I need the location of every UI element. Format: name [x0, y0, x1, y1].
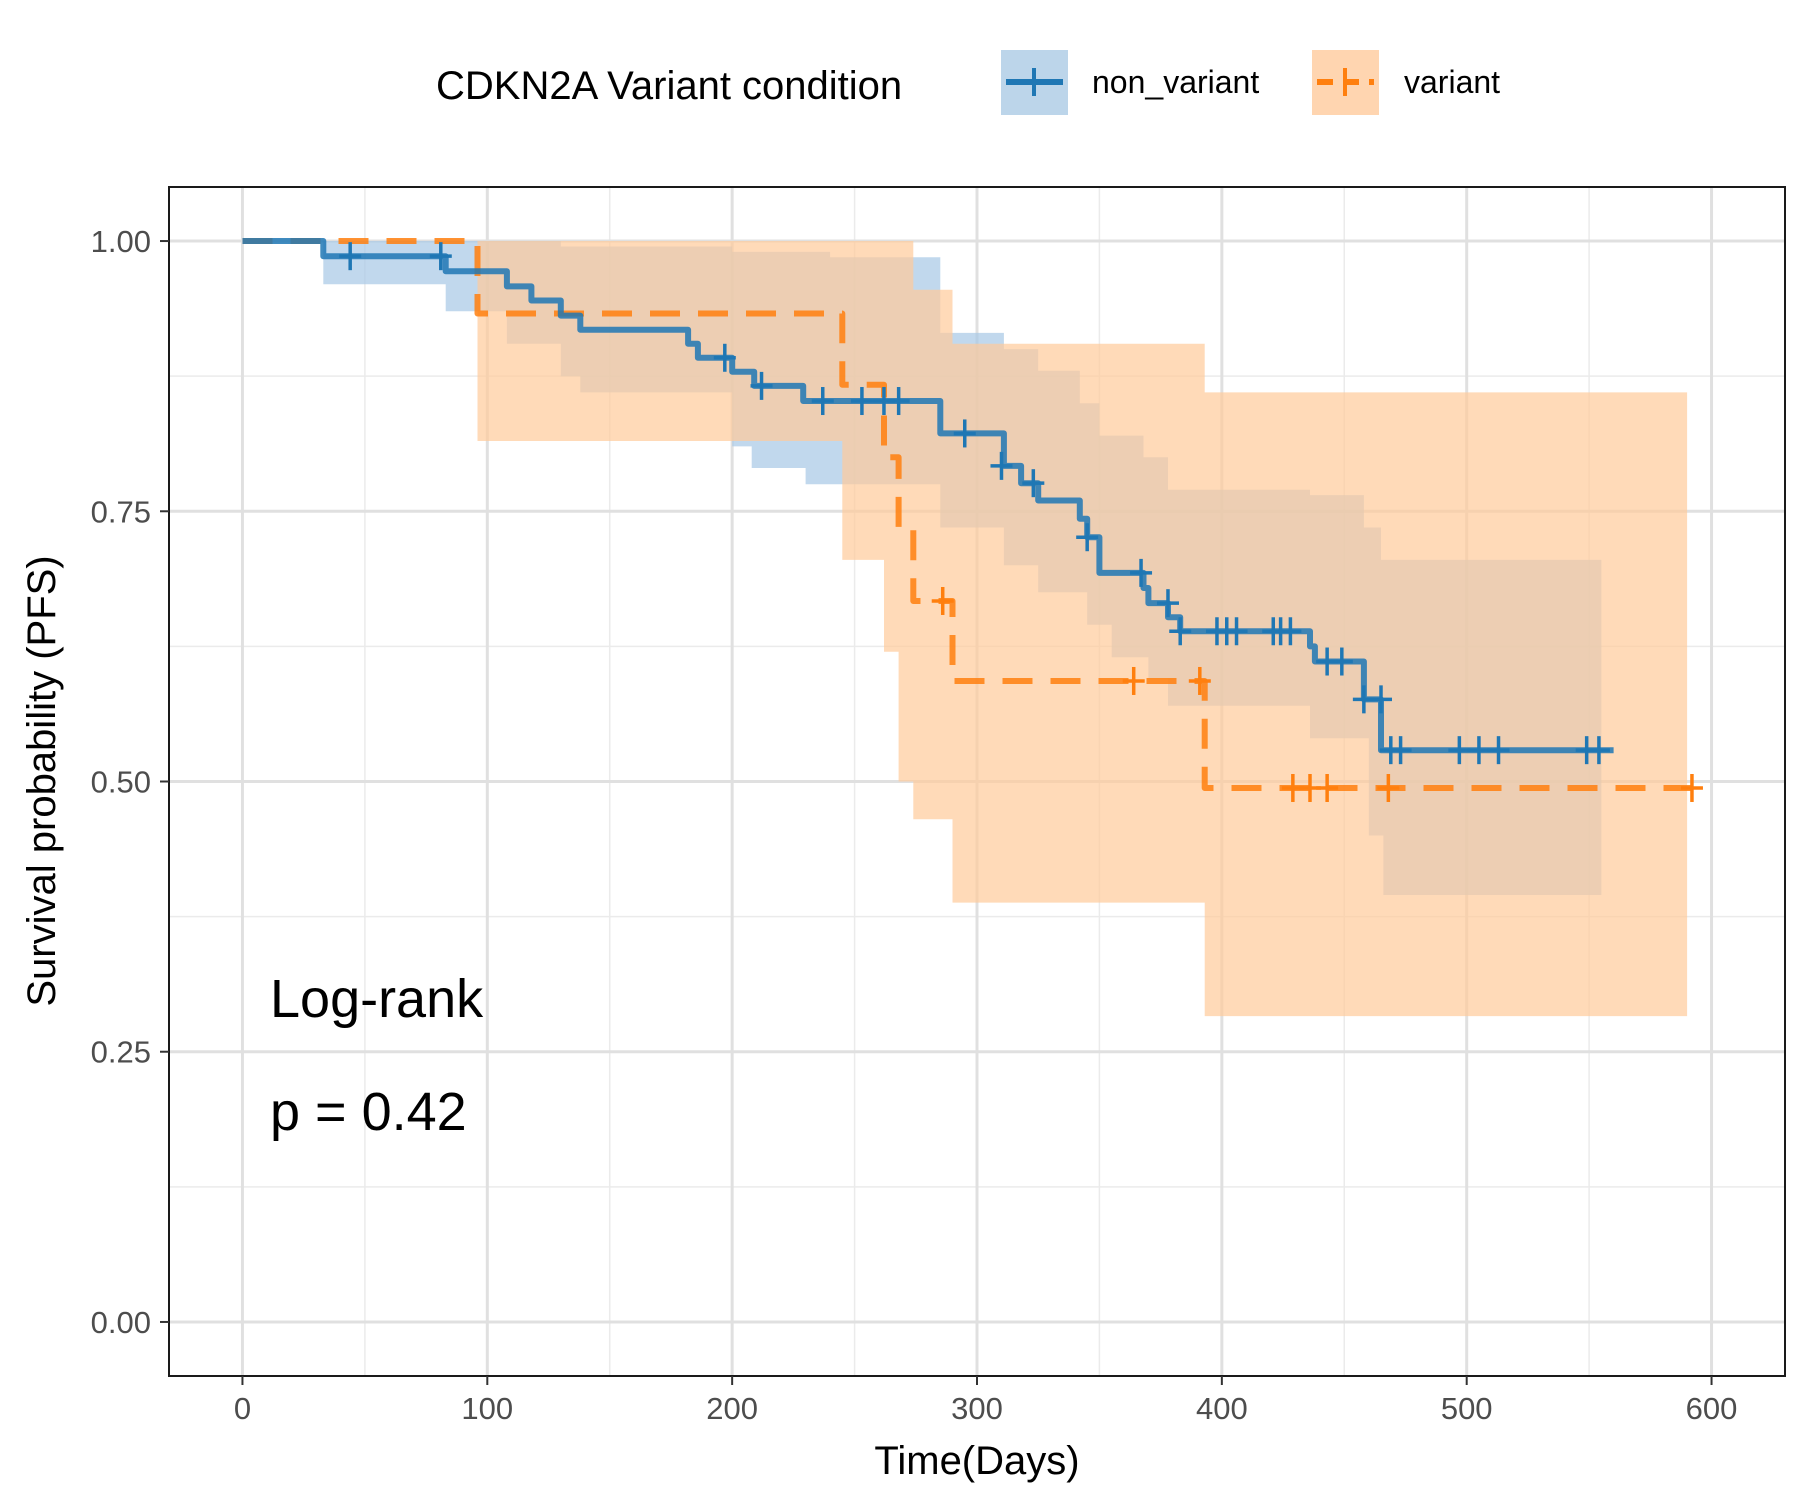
annotation-test-name: Log-rank: [270, 969, 484, 1029]
censor-mark-non-variant: [1448, 736, 1471, 765]
curve-variant: [242, 238, 1700, 791]
y-tick-label: 0.25: [91, 1035, 151, 1070]
x-tick-label: 300: [951, 1391, 1003, 1426]
x-axis-label: Time(Days): [874, 1439, 1079, 1483]
curve-non-variant: [242, 238, 1614, 754]
axes: 0 100 200 300 400 500 600 0.00 0.25 0.50 0.75 1.00: [91, 224, 1738, 1426]
x-tick-label: 400: [1196, 1391, 1248, 1426]
survival-curves: [242, 238, 1700, 791]
censor-mark-variant: [1122, 666, 1145, 695]
x-tick-label: 0: [234, 1391, 251, 1426]
censor-marks: [339, 242, 1703, 802]
x-tick-label: 500: [1441, 1391, 1493, 1426]
censor-mark-non-variant: [1587, 736, 1610, 765]
censor-mark-non-variant: [1330, 647, 1353, 676]
censor-mark-variant: [1316, 773, 1339, 802]
censor-mark-non-variant: [750, 371, 773, 400]
censor-mark-non-variant: [887, 387, 910, 416]
x-tick-label: 600: [1686, 1391, 1738, 1426]
legend-label-variant: variant: [1404, 64, 1500, 100]
legend: CDKN2A Variant condition non_variant var…: [436, 50, 1500, 115]
censor-mark-non-variant: [1076, 523, 1099, 552]
censor-mark-non-variant: [1225, 617, 1248, 646]
censor-mark-variant: [1377, 773, 1400, 802]
y-tick-label: 0.75: [91, 494, 151, 529]
censor-mark-variant: [1680, 773, 1703, 802]
censor-mark-non-variant: [1370, 685, 1392, 714]
confidence-bands: [242, 241, 1688, 1017]
y-axis-label: Survival probability (PFS): [20, 555, 64, 1006]
y-tick-label: 0.50: [91, 765, 151, 800]
x-tick-label: 100: [461, 1391, 513, 1426]
censor-mark-non-variant: [713, 343, 736, 372]
censor-mark-non-variant: [811, 387, 834, 416]
censor-mark-variant: [931, 586, 954, 615]
y-tick-label: 0.00: [91, 1305, 151, 1340]
censor-mark-non-variant: [1156, 589, 1179, 618]
censor-mark-non-variant: [1467, 736, 1490, 765]
annotation-p-value: p = 0.42: [270, 1082, 467, 1142]
censor-mark-variant: [1188, 666, 1211, 695]
censor-mark-non-variant: [339, 242, 362, 271]
censor-mark-non-variant: [1487, 736, 1510, 765]
censor-mark-non-variant: [1130, 558, 1153, 587]
x-tick-label: 200: [706, 1391, 758, 1426]
censor-mark-non-variant: [953, 419, 976, 448]
censor-mark-non-variant: [1279, 617, 1302, 646]
censor-mark-non-variant: [990, 451, 1013, 480]
y-tick-label: 1.00: [91, 224, 151, 259]
legend-label-non-variant: non_variant: [1092, 64, 1259, 100]
legend-title: CDKN2A Variant condition: [436, 64, 902, 108]
censor-mark-non-variant: [1169, 617, 1192, 646]
censor-mark-non-variant: [1389, 736, 1412, 765]
censor-mark-non-variant: [1022, 469, 1045, 498]
censor-mark-non-variant: [850, 387, 873, 416]
censor-mark-non-variant: [429, 242, 452, 271]
ci-band-variant: [242, 241, 1688, 1017]
